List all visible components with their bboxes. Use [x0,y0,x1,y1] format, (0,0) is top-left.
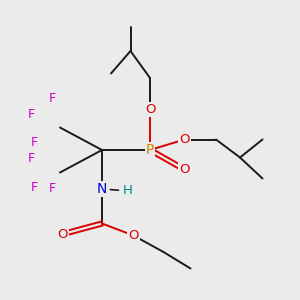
Text: F: F [49,92,56,106]
Text: O: O [179,163,190,176]
Text: F: F [31,136,38,149]
Text: F: F [28,152,35,166]
Text: O: O [128,229,139,242]
Text: N: N [97,182,107,196]
Text: P: P [146,143,154,157]
Text: F: F [31,181,38,194]
Text: F: F [28,107,35,121]
Text: O: O [145,103,155,116]
Text: F: F [49,182,56,196]
Text: O: O [58,227,68,241]
Text: O: O [179,133,190,146]
Text: H: H [123,184,132,197]
